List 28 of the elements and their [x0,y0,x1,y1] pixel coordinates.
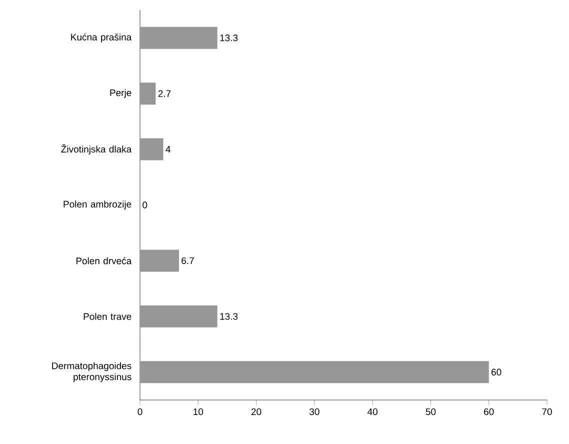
bar [140,82,156,105]
x-tick-label: 50 [426,408,436,416]
data-label: 0 [142,202,148,208]
x-tick-label: 10 [194,408,204,416]
y-tick-label: Životinjska dlaka [61,144,132,154]
data-label: 13.3 [220,313,238,320]
bar [140,138,164,160]
x-tick-label: 60 [484,408,494,416]
x-tick-label: 70 [542,408,552,416]
y-tick-label: Perje [110,89,132,98]
y-tick-label: Dermatophagoides pteronyssinus [52,362,132,382]
data-label: 6.7 [182,257,194,264]
data-label: 60 [492,368,502,376]
y-tick-label: Polen trave [84,312,132,320]
x-tick-label: 0 [138,408,142,416]
data-label: 13.3 [220,34,238,42]
y-tick-label: Kućna prašina [71,33,132,42]
data-label: 2.7 [158,90,171,97]
bar [140,250,179,272]
y-tick-label: Polen ambrozije [64,200,132,210]
x-tick-label: 30 [310,408,320,416]
y-tick-label: Polen drveća [76,257,132,264]
bar [140,26,218,49]
bar [140,361,489,384]
x-tick-label: 40 [368,408,378,416]
bar [140,305,218,328]
x-tick-label: 20 [251,408,262,416]
data-label: 4 [166,146,170,153]
